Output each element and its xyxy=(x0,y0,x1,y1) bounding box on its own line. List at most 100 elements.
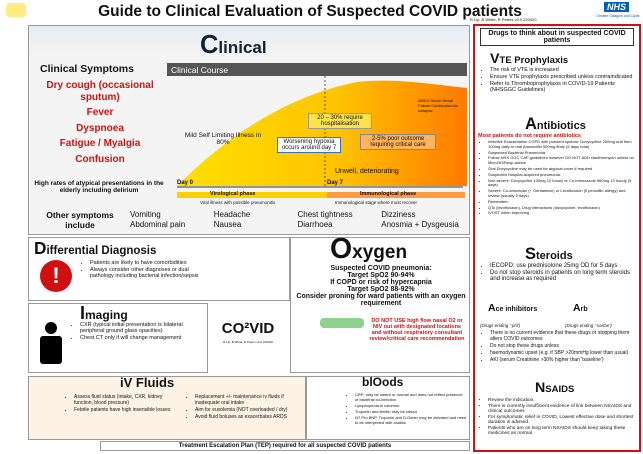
ace-sub: (Drugs ending '-pril') xyxy=(480,323,521,328)
arb-sub: (Drugs ending '-sartan') xyxy=(565,323,612,328)
list: Patients are likely to have comorbiditie… xyxy=(80,260,210,279)
nsaids-title: NSAIDS xyxy=(535,380,575,396)
steroids-title: Steroids xyxy=(525,245,573,263)
nhs-logo: NHS xyxy=(604,2,630,12)
authors: R Lip, B White, R Peters v3.0 220420 xyxy=(470,17,537,22)
nhs-sub: Greater Glasgow and Clyde xyxy=(596,14,640,18)
fluids-left: Assess fluid status (intake, CXR, kidney… xyxy=(64,394,179,414)
bloods-panel xyxy=(306,376,470,440)
ace-title: Ace inhibitors xyxy=(488,302,538,314)
imaging-panel xyxy=(28,303,208,373)
fluids-item: Replacement +/- maintenance iv fluids if… xyxy=(195,394,303,406)
oxygen-line: Target SpO2 88-92% xyxy=(347,286,415,293)
fluids-item: Avoid fluid boluses as exacerbates ARDS xyxy=(195,414,303,420)
symptoms-title: Clinical Symptoms xyxy=(40,63,134,75)
antibiotics-subtitle: Most patients do not require antibiotics xyxy=(478,133,581,139)
hospital-box: 20 – 30% require hospitalisation xyxy=(308,113,372,129)
symptom: Fatigue / Myalgia xyxy=(59,138,141,149)
day0: Day 0 xyxy=(177,180,194,186)
decoration xyxy=(40,336,62,364)
decoration xyxy=(45,322,57,334)
antibiotic-item: Non-severe: Doxycycline 100mg 12 hourly … xyxy=(488,178,638,189)
alert-icon: ! xyxy=(40,260,72,292)
antibiotic-item: IVOST when improving xyxy=(488,211,638,216)
antibiotic-item: Suspected Bacterial Pneumonia: xyxy=(488,150,638,156)
fluids-item: Assess fluid status (intake, CXR, kidney… xyxy=(74,394,179,406)
differential-title: Differential Diagnosis xyxy=(34,238,157,258)
other-title: Other symptoms include xyxy=(46,210,114,230)
oxygen-lines: Suspected COVID pneumonia: Target SpO2 90… xyxy=(296,265,466,307)
vte-item: The risk of VTE is increased xyxy=(490,67,638,73)
person-icon xyxy=(40,322,62,364)
immunological-note: Immunological stage where most recover xyxy=(335,200,418,205)
antibiotic-item: Severe: Co-amoxiclav (+ Gentamicin) or L… xyxy=(488,188,638,199)
bed-icon xyxy=(320,318,364,328)
fluids-item: Febrile patients have high insensible lo… xyxy=(74,407,179,413)
differential-panel xyxy=(28,237,290,301)
complications: ARDS Shock Renal Failure Cardiovascular … xyxy=(418,98,459,113)
antibiotic-item: Follow NHS GGC CAP guidelines however DO… xyxy=(488,156,638,166)
ace-item: AKI (serum Creatinine >30% higher than '… xyxy=(490,357,636,363)
antibiotic-item: Infective Exacerbation COPD with purulen… xyxy=(488,139,638,150)
fluids-right: Replacement +/- maintenance iv fluids if… xyxy=(185,394,303,421)
list: There is no current evidence that these … xyxy=(480,330,636,363)
oxygen-line: If COPD or risk of hypercapnia xyxy=(330,279,432,286)
oxygen-panel xyxy=(290,237,470,373)
antibiotic-item: QTc (levofloxacin), Drug interactions (d… xyxy=(488,205,638,211)
nsaid-item: Patients who are on long term NSAIDS sho… xyxy=(488,426,636,436)
hypoxia-box: Worsening hypoxia occurs around day 7 xyxy=(277,137,341,153)
bloods-item: CRP: may be raised or normal and does no… xyxy=(355,392,467,402)
other-symptom: Vomiting xyxy=(130,210,161,219)
bloods-item: Troponin and ferritin may be raised xyxy=(355,409,467,414)
imaging-list: CXR (typical initial presentation is bil… xyxy=(70,322,202,342)
imaging-item: Chest CT only if will change management xyxy=(80,335,202,341)
bloods-title: blOods xyxy=(362,375,404,389)
atypical-note: High rates of atypical presentations in … xyxy=(34,180,164,194)
other-symptoms: Vomiting Abdominal pain Headache Nausea Ches… xyxy=(130,210,465,230)
bloods-list: CRP: may be raised or normal and does no… xyxy=(345,392,467,426)
day7: Day 7 xyxy=(327,180,344,186)
vte-list: The risk of VTE is increasedEnsure VTE p… xyxy=(480,67,638,94)
differential-item: Always consider other diagnoses or dual … xyxy=(90,267,210,279)
bloods-item: NT Pro BNP, Troponin and D-Dimer may be … xyxy=(355,415,467,425)
antibiotic-item: Remember: xyxy=(488,199,638,205)
ace-item: haemodynamic upset (e.g. if SBP >20mmHg … xyxy=(490,350,636,356)
symptom: Dyspnoea xyxy=(76,122,124,134)
footer: Treatment Escalation Plan (TEP) required… xyxy=(100,441,470,451)
ace-item: Do not stop these drugs unless xyxy=(490,343,636,349)
list: Infective Exacerbation COPD with purulen… xyxy=(478,139,638,216)
clinical-band xyxy=(29,26,469,56)
vte-item: Ensure VTE prophylaxis prescribed unless… xyxy=(490,74,638,80)
clinical-heading: Clinical xyxy=(200,31,267,59)
oxygen-title: Oxygen xyxy=(330,233,408,265)
other-symptom: Diarrhoea xyxy=(297,220,333,229)
list: The risk of VTE is increasedEnsure VTE p… xyxy=(480,67,638,93)
course-curve xyxy=(177,80,467,186)
fluids-title: iV Fluids xyxy=(120,375,175,390)
bloods-item: Lymphopenia is common xyxy=(355,403,467,408)
immunological: Immunological phase xyxy=(360,191,417,197)
covid-label: CO²VID xyxy=(221,320,275,337)
drugs-panel xyxy=(473,24,641,452)
nsaid-item: There is currently insufficient evidence… xyxy=(488,404,636,414)
antibiotics-list: Infective Exacerbation COPD with purulen… xyxy=(478,139,638,217)
vte-item: Refer to Thromboprophylaxis in COVID-19 … xyxy=(490,81,638,93)
nsaid-item: For symptomatic relief in COVID, Lowest … xyxy=(488,415,636,425)
course-graphic xyxy=(177,76,467,198)
other-symptom: Nausea xyxy=(213,220,242,229)
list: Replacement +/- maintenance iv fluids if… xyxy=(185,394,303,420)
unwell-label: Unwell, deteriorating xyxy=(335,168,399,175)
vte-title: VTE Prophylaxis xyxy=(490,51,569,67)
header-badge xyxy=(6,3,26,17)
arb-title: Arb xyxy=(573,302,588,314)
differential-list: Patients are likely to have comorbiditie… xyxy=(80,260,210,280)
nsaids-list: Review the indication.There is currently… xyxy=(478,398,636,437)
symptom: Dry cough (occasional sputum) xyxy=(46,80,154,103)
course-title: Clinical Course xyxy=(167,63,467,76)
symptom: Fever xyxy=(86,107,114,118)
virological-bar xyxy=(177,192,327,198)
other-symptom: Abdominal pain xyxy=(130,220,186,229)
steroid-item: IECOPD: use prednisolone 25mg OD for 5 d… xyxy=(490,263,636,269)
list: Assess fluid status (intake, CXR, kidney… xyxy=(64,394,179,413)
